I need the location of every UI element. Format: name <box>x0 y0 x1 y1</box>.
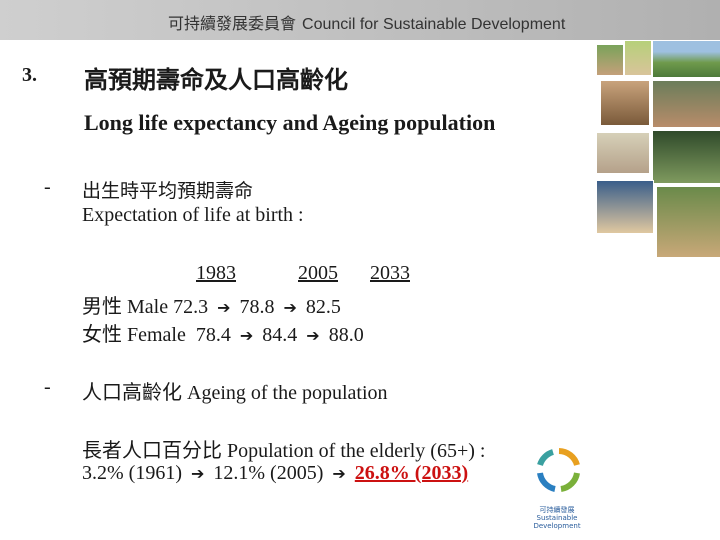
year-1983: 1983 <box>196 262 236 284</box>
female-label: 女性 Female <box>82 324 186 346</box>
photo-8 <box>596 180 654 234</box>
male-label: 男性 Male <box>82 296 169 318</box>
female-row: 女性 Female 78.4 ➔ 84.4 ➔ 88.0 <box>82 318 364 347</box>
photo-5 <box>652 80 720 128</box>
page-title-en: Long life expectancy and Ageing populati… <box>84 110 496 135</box>
elderly-label: 長者人口百分比 Population of the elderly (65+) … <box>82 440 486 462</box>
years-row: 1983 2005 2033 <box>196 262 410 285</box>
photo-1 <box>596 44 624 76</box>
bullet-dash-1: - <box>44 176 51 198</box>
male-row: 男性 Male 72.3 ➔ 78.8 ➔ 82.5 <box>82 290 341 319</box>
photo-6 <box>596 132 650 174</box>
council-title: 可持續發展委員會 Council for Sustainable Developm… <box>168 10 565 34</box>
life-expectancy-title-en: Expectation of life at birth : <box>82 204 304 226</box>
photo-2 <box>624 40 652 76</box>
photo-4 <box>600 80 650 126</box>
arrow-icon: ➔ <box>190 464 205 483</box>
sustainability-logo-icon <box>537 448 580 492</box>
arrow-icon: ➔ <box>239 326 254 345</box>
elderly-2005: 12.1% (2005) <box>213 462 324 484</box>
photo-7 <box>652 130 720 184</box>
male-2033: 82.5 <box>305 296 341 318</box>
elderly-values-row: 3.2% (1961) ➔ 12.1% (2005) ➔ 26.8% (2033… <box>82 462 468 485</box>
female-1983: 78.4 <box>195 324 231 346</box>
bullet-dash-2: - <box>44 376 51 398</box>
photo-9 <box>656 186 720 258</box>
arrow-icon: ➔ <box>283 298 297 317</box>
female-2005: 84.4 <box>262 324 298 346</box>
photo-collage <box>596 40 720 260</box>
page-title-zh: 高預期壽命及人口高齡化 <box>84 66 348 94</box>
logo-text-en: Sustainable Development <box>533 514 581 530</box>
year-2033: 2033 <box>370 262 410 284</box>
header-banner: 可持續發展委員會 Council for Sustainable Developm… <box>0 0 720 40</box>
arrow-icon: ➔ <box>332 464 346 483</box>
council-title-en: Council for Sustainable Development <box>302 16 566 33</box>
year-2005: 2005 <box>298 262 338 284</box>
female-2033: 88.0 <box>328 324 364 346</box>
logo-text-zh: 可持續發展 <box>539 506 575 514</box>
section-number: 3. <box>22 64 37 86</box>
arrow-icon: ➔ <box>306 326 320 345</box>
ageing-title: 人口高齡化 Ageing of the population <box>82 382 388 404</box>
council-title-zh: 可持續發展委員會 <box>168 16 297 33</box>
logo-caption: 可持續發展 Sustainable Development <box>524 506 590 530</box>
male-2005: 78.8 <box>239 296 275 318</box>
male-1983: 72.3 <box>173 296 209 318</box>
elderly-2033-highlight: 26.8% (2033) <box>354 462 469 484</box>
elderly-1961: 3.2% (1961) <box>82 462 182 484</box>
photo-3 <box>652 40 720 78</box>
life-expectancy-title-zh: 出生時平均預期壽命 <box>82 180 254 202</box>
arrow-icon: ➔ <box>217 298 231 317</box>
